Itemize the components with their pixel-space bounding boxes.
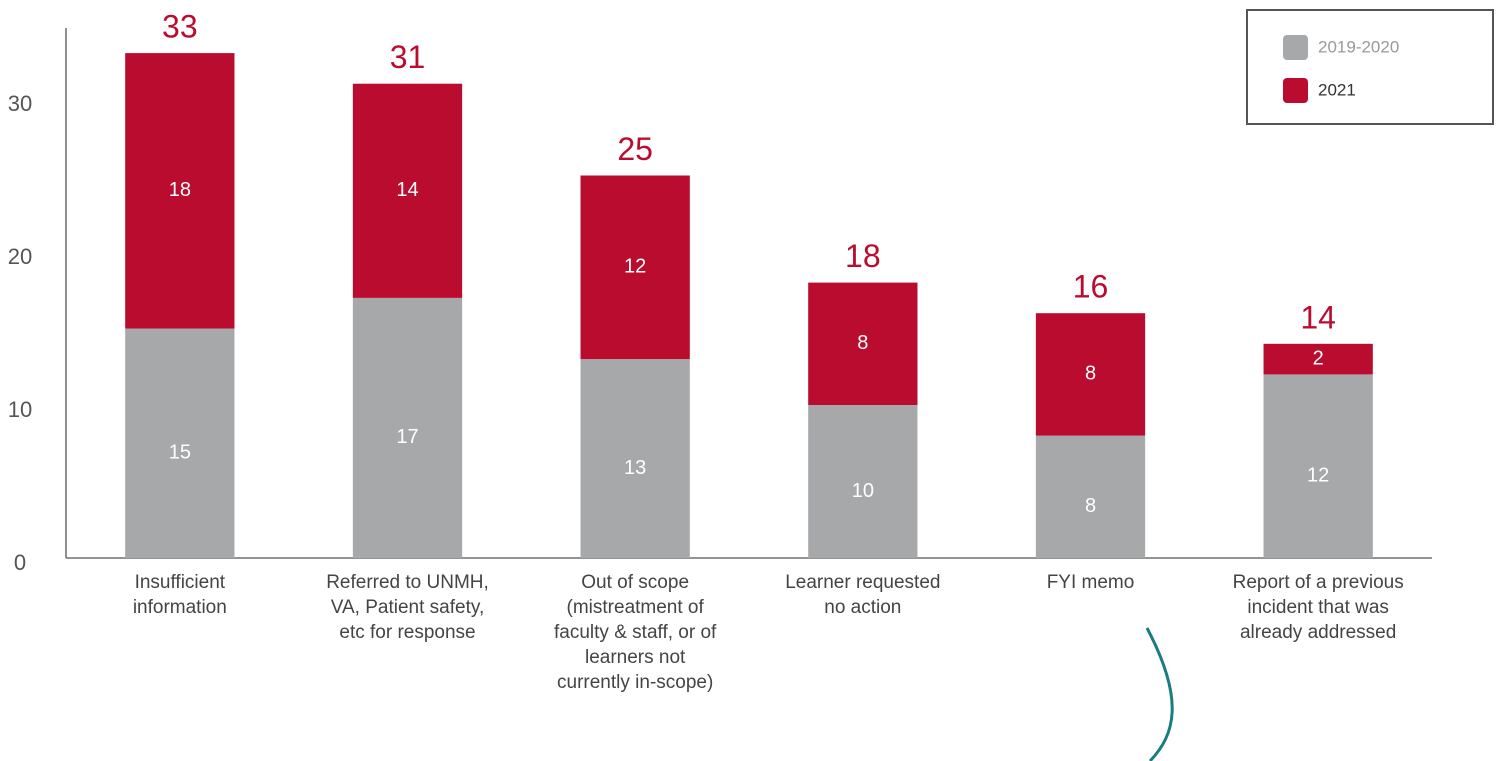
bar-segment: [352, 83, 463, 298]
segment-label: 2: [1313, 347, 1324, 369]
bar-segment: [808, 405, 918, 558]
total-label: 18: [845, 238, 881, 274]
segment-label: 8: [1085, 363, 1096, 385]
y-tick-label: 10: [8, 397, 32, 422]
segment-label: 12: [1307, 464, 1329, 486]
segment-label: 8: [1085, 495, 1096, 517]
bar-segment: [1263, 343, 1373, 375]
segment-label: 10: [852, 480, 874, 502]
x-tick-label: Out of scope (mistreatment of faculty & …: [554, 572, 717, 693]
x-tick-label: Insufficient information: [132, 572, 227, 618]
decoration-curve: [1145, 627, 1174, 761]
segment-label: 18: [169, 179, 191, 201]
legend-swatch: [1283, 35, 1308, 60]
legend-swatch: [1283, 78, 1308, 103]
y-tick-label: 30: [8, 91, 32, 116]
total-label: 31: [390, 39, 426, 75]
segment-label: 8: [857, 332, 868, 354]
bar-segment: [352, 297, 463, 558]
segment-label: 17: [396, 426, 418, 448]
x-tick-label: FYI memo: [1046, 572, 1135, 593]
x-tick-label: Learner requested no action: [785, 572, 941, 618]
segment-label: 15: [169, 442, 191, 464]
legend-box: [1246, 9, 1494, 125]
x-tick-label: Referred to UNMH, VA, Patient safety, et…: [326, 572, 489, 643]
segment-label: 12: [624, 256, 646, 278]
segment-label: 13: [624, 457, 646, 479]
total-label: 33: [162, 9, 198, 45]
bar-segment: [125, 53, 235, 329]
bar-segment: [1263, 374, 1373, 558]
total-label: 16: [1073, 269, 1109, 305]
y-tick-label: 0: [14, 550, 26, 575]
legend-label: 2021: [1318, 80, 1356, 99]
bar-segment: [1035, 313, 1146, 436]
legend-label: 2019-2020: [1318, 37, 1399, 56]
bar-segment: [808, 282, 918, 405]
total-label: 25: [617, 131, 653, 167]
bar-segment: [580, 359, 690, 558]
bar-segment: [1035, 435, 1146, 558]
bar-segment: [580, 175, 690, 360]
segment-label: 14: [396, 179, 418, 201]
total-label: 14: [1300, 299, 1336, 335]
y-tick-label: 20: [8, 244, 32, 269]
bar-segment: [125, 328, 235, 558]
x-tick-label: Report of a previous incident that was a…: [1232, 572, 1404, 643]
